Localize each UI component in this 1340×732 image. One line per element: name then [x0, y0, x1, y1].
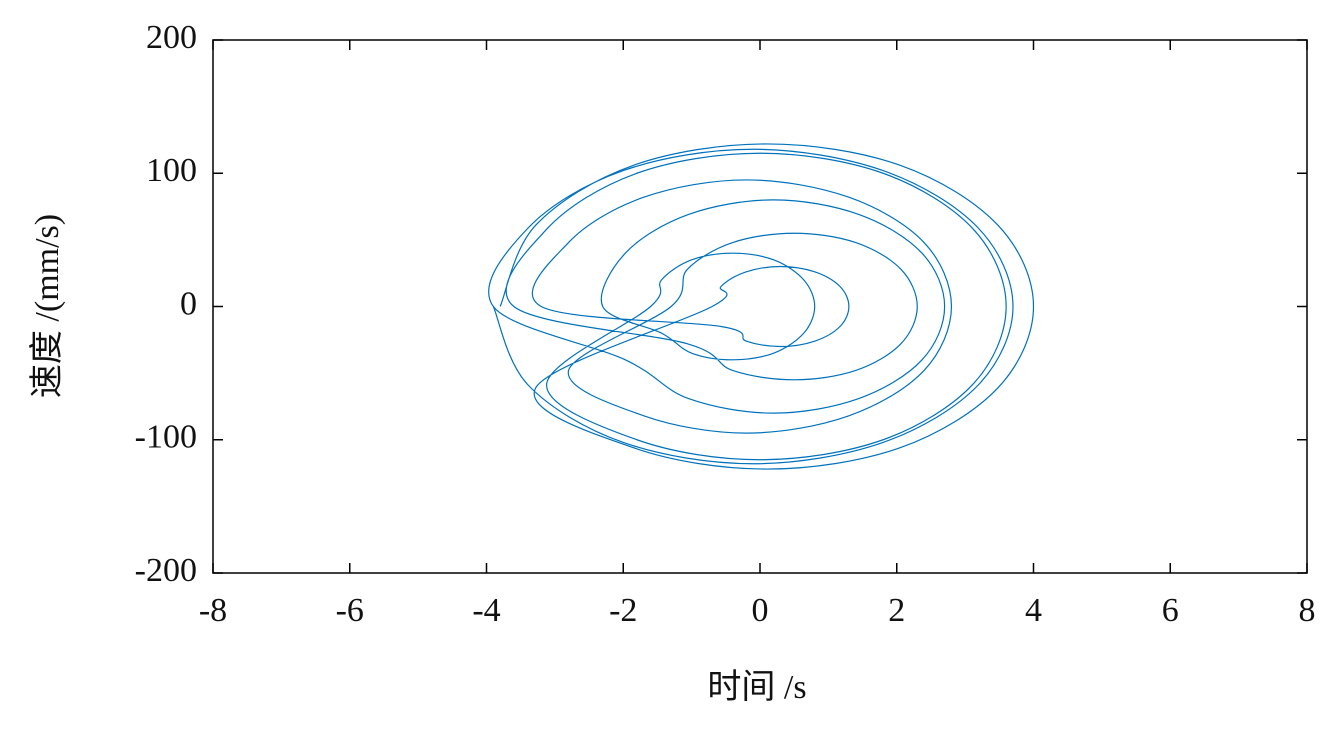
y-tick-label: 100	[146, 152, 197, 189]
y-tick-label: 200	[146, 19, 197, 56]
x-tick-label: 6	[1162, 592, 1179, 629]
y-axis-label: 速度 /(mm/s)	[28, 214, 66, 398]
x-tick-label: 2	[888, 592, 905, 629]
x-tick-label: -8	[199, 592, 227, 629]
plot-frame	[212, 39, 1308, 574]
x-tick-label: -6	[336, 592, 364, 629]
x-tick-label: 4	[1025, 592, 1042, 629]
x-tick-label: 8	[1299, 592, 1316, 629]
x-tick-label: -4	[472, 592, 500, 629]
y-tick-label: -100	[135, 419, 197, 456]
trajectory	[488, 143, 1035, 470]
y-tick-label: -200	[135, 552, 197, 589]
x-tick-label: 0	[752, 592, 769, 629]
x-tick-label: -2	[609, 592, 637, 629]
x-axis-label: 时间 /s	[707, 669, 806, 706]
y-tick-label: 0	[180, 285, 197, 322]
